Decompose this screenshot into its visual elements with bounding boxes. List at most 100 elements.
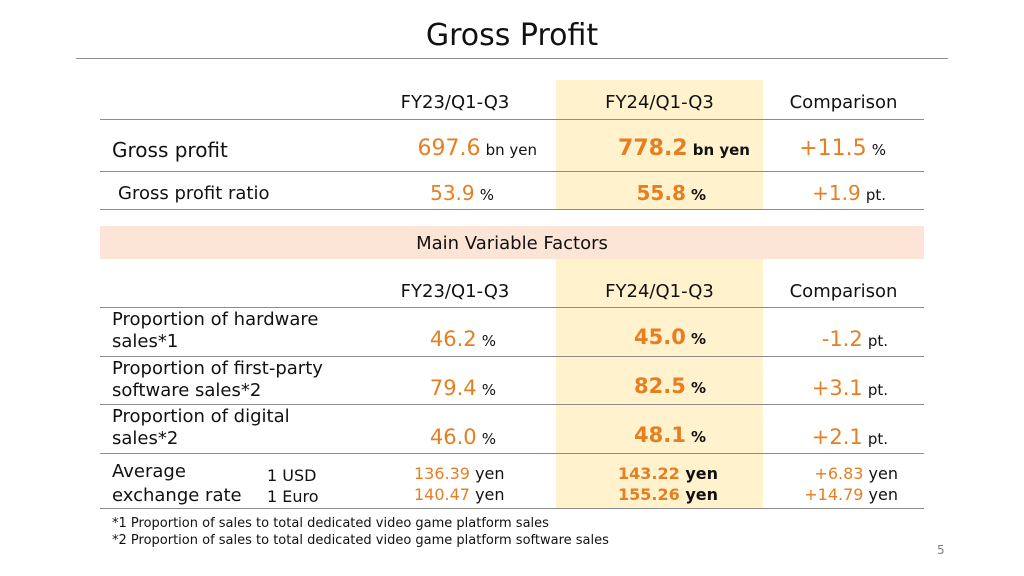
digital-sales-label: Proportion of digital sales*2: [112, 406, 290, 450]
usd-label: 1 USD: [267, 466, 317, 485]
gross-profit-fy23-value: 697.6: [417, 136, 481, 161]
row-divider: [100, 209, 924, 210]
gross-profit-ratio-fy23-value: 53.9: [430, 181, 475, 205]
gross-profit-fy24-unit: bn yen: [692, 141, 750, 159]
gross-profit-ratio-fy24-value: 55.8: [636, 181, 686, 205]
header-fy23: FY23/Q1-Q3: [400, 92, 510, 113]
gross-profit-ratio-fy23-unit: %: [479, 186, 494, 204]
fy24-euro-value: 155.26: [618, 485, 680, 504]
currency-labels: 1 USD 1 Euro: [267, 465, 319, 507]
first-party-software-fy24: 82.5 %: [634, 374, 706, 398]
value: 48.1: [634, 423, 686, 447]
first-party-software-comparison: +3.1 pt.: [812, 376, 888, 400]
row-divider: [100, 453, 924, 454]
value: 46.0: [429, 425, 477, 449]
comp-usd-value: +6.83: [814, 464, 864, 483]
fy24-highlight-bottom: [556, 259, 763, 508]
gross-profit-fy24: 778.2 bn yen: [618, 136, 750, 161]
digital-sales-comparison: +2.1 pt.: [812, 425, 888, 449]
unit: %: [481, 430, 496, 448]
gross-profit-fy23: 697.6 bn yen: [418, 136, 538, 161]
footnote-2: *2 Proportion of sales to total dedicate…: [112, 533, 609, 548]
digital-sales-fy24: 48.1 %: [634, 423, 706, 447]
fy24-highlight-top: [556, 80, 763, 210]
row-divider: [100, 508, 924, 509]
page-number: 5: [937, 543, 945, 557]
unit: yen: [868, 485, 898, 504]
euro-label: 1 Euro: [267, 487, 319, 506]
label-line: software sales*2: [112, 380, 262, 401]
factors-header-comparison: Comparison: [789, 281, 898, 302]
gross-profit-comparison: +11.5 %: [799, 136, 886, 161]
gross-profit-label: Gross profit: [112, 138, 228, 162]
label-line: exchange rate: [112, 485, 242, 506]
exchange-comparison: +6.83 yen +14.79 yen: [804, 463, 898, 505]
label-line: sales*1: [112, 331, 179, 352]
gross-profit-ratio-fy24-unit: %: [690, 186, 706, 204]
fy24-usd-value: 143.22: [618, 464, 680, 483]
fy23-euro-value: 140.47: [414, 485, 470, 504]
value: +3.1: [811, 376, 863, 400]
gross-profit-comparison-unit: %: [871, 141, 886, 159]
unit: %: [690, 330, 706, 348]
gross-profit-ratio-fy23: 53.9 %: [430, 181, 494, 205]
label-line: Proportion of hardware: [112, 309, 319, 330]
value: 45.0: [634, 325, 686, 349]
unit: yen: [475, 464, 505, 483]
row-divider: [100, 307, 924, 308]
comp-euro-value: +14.79: [804, 485, 864, 504]
gross-profit-comparison-value: +11.5: [799, 136, 867, 161]
gross-profit-fy23-unit: bn yen: [485, 141, 537, 159]
unit: pt.: [867, 332, 888, 350]
gross-profit-fy24-value: 778.2: [618, 136, 688, 161]
value: 46.2: [429, 327, 477, 351]
label-line: Average: [112, 461, 186, 482]
hardware-sales-fy24: 45.0 %: [634, 325, 706, 349]
footnote-1: *1 Proportion of sales to total dedicate…: [112, 516, 549, 531]
label-line: Proportion of first-party: [112, 358, 323, 379]
row-divider: [100, 356, 924, 357]
label-line: sales*2: [112, 428, 179, 449]
fy23-usd-value: 136.39: [414, 464, 470, 483]
row-divider: [100, 119, 924, 120]
unit: yen: [685, 485, 718, 504]
gross-profit-ratio-comparison: +1.9 pt.: [812, 181, 886, 205]
header-comparison: Comparison: [789, 92, 898, 113]
header-fy24: FY24/Q1-Q3: [605, 92, 714, 113]
unit: %: [481, 332, 496, 350]
factors-title: Main Variable Factors: [416, 233, 608, 254]
label-line: Proportion of digital: [112, 406, 290, 427]
factors-header-fy23: FY23/Q1-Q3: [400, 281, 510, 302]
gross-profit-ratio-comparison-value: +1.9: [812, 181, 861, 205]
title-divider: [76, 58, 948, 59]
unit: pt.: [867, 381, 888, 399]
first-party-software-label: Proportion of first-party software sales…: [112, 358, 323, 402]
unit: pt.: [867, 430, 888, 448]
row-divider: [100, 404, 924, 405]
value: +2.1: [811, 425, 863, 449]
gross-profit-ratio-comparison-unit: pt.: [865, 186, 886, 204]
hardware-sales-comparison: -1.2 pt.: [822, 327, 888, 351]
unit: %: [690, 428, 706, 446]
hardware-sales-fy23: 46.2 %: [430, 327, 496, 351]
page-title: Gross Profit: [425, 18, 599, 53]
unit: yen: [685, 464, 718, 483]
gross-profit-ratio-fy24: 55.8 %: [637, 181, 706, 205]
unit: %: [690, 379, 706, 397]
value: 79.4: [429, 376, 477, 400]
unit: yen: [475, 485, 505, 504]
exchange-rate-label: Average exchange rate: [112, 460, 242, 508]
factors-header-fy24: FY24/Q1-Q3: [605, 281, 714, 302]
hardware-sales-label: Proportion of hardware sales*1: [112, 309, 318, 353]
exchange-fy23: 136.39 yen 140.47 yen: [414, 463, 505, 505]
unit: yen: [868, 464, 898, 483]
digital-sales-fy23: 46.0 %: [430, 425, 496, 449]
unit: %: [481, 381, 496, 399]
exchange-fy24: 143.22 yen 155.26 yen: [618, 463, 718, 505]
row-divider: [100, 171, 924, 172]
gross-profit-ratio-label: Gross profit ratio: [118, 183, 270, 204]
first-party-software-fy23: 79.4 %: [430, 376, 496, 400]
value: 82.5: [634, 374, 686, 398]
factors-band: [100, 226, 924, 259]
value: -1.2: [821, 327, 863, 351]
